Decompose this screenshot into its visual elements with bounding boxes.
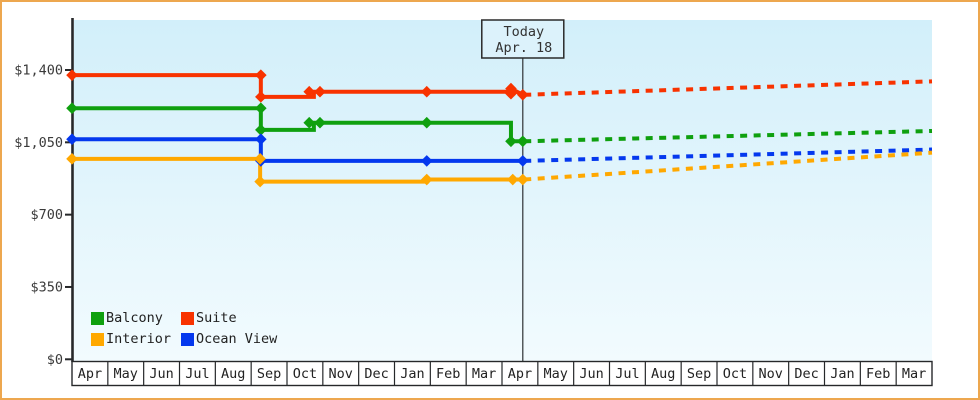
legend-item-balcony: Balcony — [91, 310, 181, 326]
x-axis-month-label: Feb — [866, 366, 890, 382]
data-point-marker — [66, 102, 78, 115]
x-axis-month-label: Jan — [400, 366, 424, 382]
forecast-line-balcony — [524, 128, 933, 144]
legend-item-suite: Suite — [181, 310, 277, 326]
x-axis-month-label: Nov — [759, 366, 783, 382]
data-point-marker — [255, 102, 267, 115]
interior-swatch-icon — [91, 332, 104, 346]
y-axis-tick-label: $1,050 — [14, 135, 63, 151]
legend-label-ocean-view: Ocean View — [196, 331, 278, 347]
data-point-marker — [255, 69, 267, 81]
suite-swatch-icon — [181, 311, 194, 325]
x-axis-month-label: Mar — [472, 366, 496, 382]
price-line-interior — [72, 156, 523, 184]
x-axis-month-label: Mar — [902, 366, 926, 382]
x-axis-month-label: Jul — [615, 366, 639, 382]
forecast-line-suite — [524, 79, 933, 97]
legend-label-balcony: Balcony — [106, 310, 163, 326]
data-point-marker — [516, 173, 529, 186]
today-flag-line2: Apr. 18 — [495, 40, 552, 56]
x-axis-month-label: Nov — [329, 366, 353, 382]
x-axis-month-label: Jun — [579, 366, 603, 382]
x-axis-month-label: Oct — [293, 366, 317, 382]
today-flag — [481, 19, 565, 59]
x-axis-month-label: Jan — [830, 366, 854, 382]
data-point-marker — [506, 173, 519, 186]
data-point-marker — [255, 91, 267, 103]
x-axis-month-label: Apr — [508, 366, 532, 382]
ocean-view-swatch-icon — [181, 332, 194, 346]
data-point-marker — [314, 85, 326, 98]
data-point-marker — [254, 175, 266, 188]
x-axis-month-label: Aug — [221, 366, 245, 382]
x-axis-month-label: Dec — [794, 366, 818, 382]
legend-item-ocean-view: Ocean View — [181, 331, 278, 347]
legend-item-interior: Interior — [91, 331, 181, 347]
data-point-marker — [420, 85, 433, 98]
data-point-marker — [66, 69, 78, 81]
x-axis-month-label: May — [114, 366, 138, 382]
data-point-marker — [66, 133, 78, 146]
x-axis-month-label: Feb — [436, 366, 460, 382]
x-axis-month-label: Apr — [78, 366, 102, 382]
x-axis-month-label: Jul — [185, 366, 209, 382]
forecast-line-ocean-view — [524, 147, 933, 163]
data-point-marker — [420, 173, 433, 186]
x-axis-month-label: Sep — [257, 366, 281, 382]
x-axis-month-label: Dec — [364, 366, 388, 382]
x-axis-month-label: Sep — [687, 366, 711, 382]
legend-label-interior: Interior — [106, 331, 172, 347]
y-axis-tick-label: $700 — [30, 207, 63, 223]
data-point-marker — [66, 153, 78, 165]
y-axis-tick-label: $350 — [30, 279, 63, 295]
data-point-marker — [303, 85, 316, 98]
balcony-swatch-icon — [91, 311, 104, 325]
data-point-marker — [255, 133, 267, 146]
today-flag-line1: Today — [503, 24, 544, 40]
data-point-marker — [254, 153, 266, 165]
forecast-line-interior — [524, 150, 933, 182]
x-axis-month-label: Jun — [149, 366, 173, 382]
chart-legend: Balcony Suite Interior Ocean View — [91, 310, 278, 347]
x-axis-month-label: May — [544, 366, 568, 382]
y-axis-tick-label: $0 — [47, 352, 63, 368]
x-axis-month-label: Aug — [651, 366, 675, 382]
y-axis-tick-label: $1,400 — [14, 63, 63, 79]
x-axis-month-label: Oct — [723, 366, 747, 382]
price-line-ocean-view — [72, 137, 523, 163]
legend-label-suite: Suite — [196, 310, 237, 326]
